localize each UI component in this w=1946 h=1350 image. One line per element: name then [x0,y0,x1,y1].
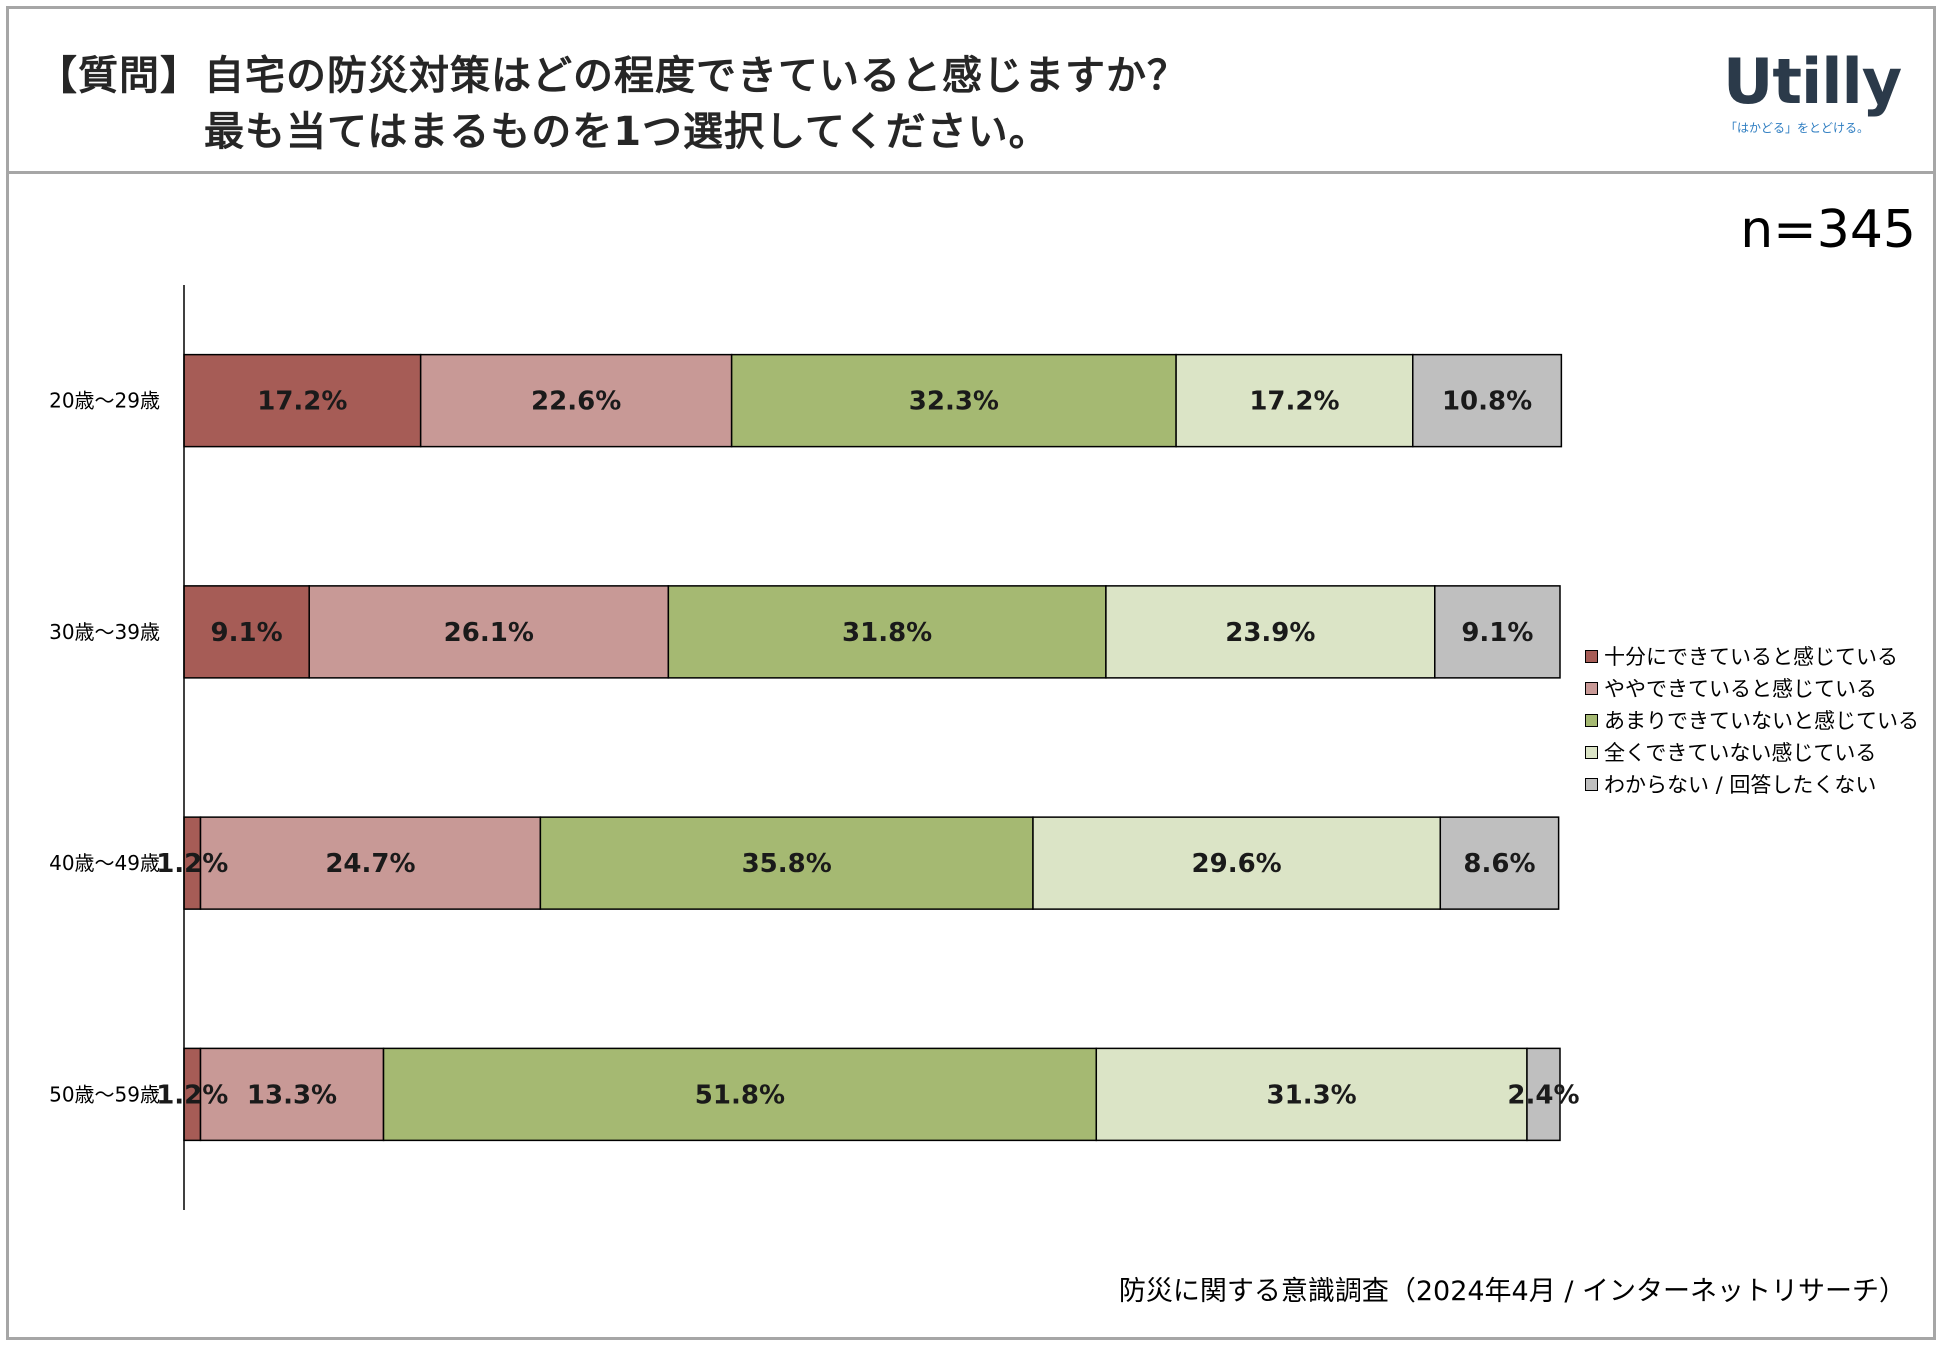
utilly-logo: Utilly 「はかどる」をとどける。 [1723,45,1902,137]
category-label: 20歳～29歳 [49,389,160,413]
question-text-line2: 最も当てはまるものを1つ選択してください。 [204,109,1050,155]
bar-segment [419,353,733,448]
legend-swatch [1585,649,1598,663]
data-label: 31.3% [1267,1080,1357,1110]
bar-segment [308,585,670,679]
data-label: 26.1% [444,618,534,648]
category-label: 30歳～39歳 [49,620,160,644]
bar-segment [199,1047,385,1142]
legend-swatch [1585,681,1598,695]
bar-segment [382,1047,1098,1142]
data-label: 51.8% [695,1080,785,1110]
sample-size: n=345 [1740,200,1916,260]
legend-label: 全くできていない感じている [1604,741,1877,765]
bar-segment [730,353,1177,448]
question-text-line1: 自宅の防災対策はどの程度できていると感じますか？ [204,53,1188,99]
legend-swatch [1585,713,1598,727]
data-label: 17.2% [1249,387,1339,417]
question-header: 【質問】 自宅の防災対策はどの程度できていると感じますか？ 最も当てはまるものを… [9,9,1933,174]
legend-item: 全くできていない感じている [1585,736,1919,768]
legend-item: あまりできていないと感じている [1585,704,1919,736]
data-label: 35.8% [742,849,832,879]
legend-label: 十分にできていると感じている [1604,645,1898,669]
bars-group: 20歳～29歳 17.2% 22.6% 32.3% 17.2% 10.8% 30歳～39歳 9… [49,353,1580,1142]
legend-swatch [1585,745,1598,759]
legend: 十分にできていると感じている ややできていると感じているあまりできていないと感じて… [1585,640,1919,800]
data-label: 23.9% [1225,618,1315,648]
data-label: 22.6% [531,387,621,417]
data-label: 8.6% [1463,849,1535,879]
category-label: 50歳～59歳 [49,1082,160,1106]
legend-item: ややできていると感じている [1585,672,1919,704]
legend-swatch [1585,777,1598,791]
legend-item: わからない / 回答したくない [1585,768,1919,800]
data-label: 32.3% [909,387,999,417]
data-label: 1.2% [156,849,228,879]
data-label: 17.2% [257,387,347,417]
data-label: 10.8% [1442,387,1532,417]
bar-segment [1095,1047,1528,1142]
legend-label: わからない / 回答したくない [1604,773,1877,797]
survey-source: 防災に関する意識調査（2024年4月 / インターネットリサーチ） [1118,1276,1906,1307]
data-label: 1.2% [156,1080,228,1110]
category-label: 40歳～49歳 [49,851,160,875]
bar-segment [1412,353,1563,448]
bar-segment [539,816,1034,910]
bar-segment [1526,1047,1561,1142]
data-label: 29.6% [1192,849,1282,879]
logo-wordmark: Utilly [1723,45,1902,118]
legend-label: ややできていると感じている [1604,677,1877,701]
bar-segment [1032,816,1442,910]
logo-tagline: 「はかどる」をとどける。 [1725,121,1870,135]
data-label: 2.4% [1507,1080,1579,1110]
data-label: 31.8% [842,618,932,648]
bar-segment [199,816,542,910]
data-label: 9.1% [1461,618,1533,648]
chart-frame: 【質問】 自宅の防災対策はどの程度できていると感じますか？ 最も当てはまるものを… [6,6,1936,1340]
question-label: 【質問】 [37,53,201,99]
data-label: 13.3% [247,1080,337,1110]
legend-item: 十分にできていると感じている [1585,640,1919,672]
bar-segment [1439,816,1560,910]
legend-label: あまりできていないと感じている [1604,709,1919,733]
data-label: 24.7% [325,849,415,879]
bar-segment [1434,585,1561,679]
bar-segment [667,585,1107,679]
data-label: 9.1% [211,618,283,648]
bar-segment [1105,585,1436,679]
